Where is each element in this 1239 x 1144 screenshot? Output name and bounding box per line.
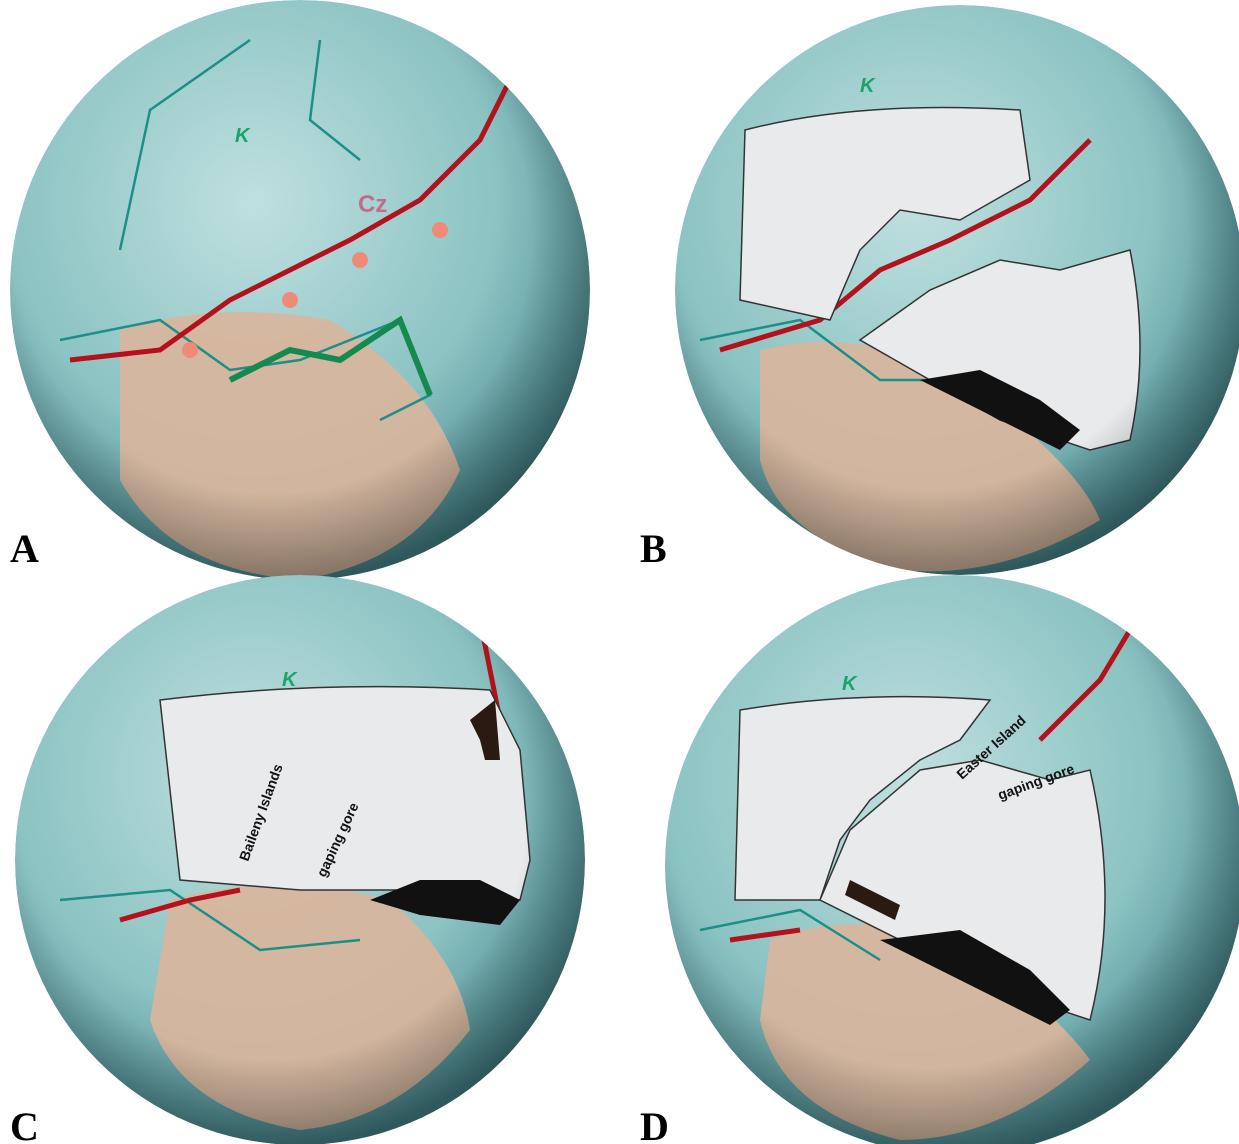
panel-label: D — [640, 1104, 669, 1144]
annotation: K — [860, 75, 876, 97]
panel-label: A — [10, 526, 39, 571]
annotation: Cz — [358, 191, 387, 218]
panel-label: C — [10, 1104, 39, 1144]
panel-label: B — [640, 526, 667, 571]
globe-a — [10, 0, 590, 580]
globe-c — [15, 575, 585, 1144]
annotation: K — [235, 125, 251, 147]
annotation: K — [842, 673, 858, 695]
annotation: K — [282, 669, 298, 691]
globe-d — [665, 575, 1239, 1144]
globe-b — [675, 5, 1239, 575]
